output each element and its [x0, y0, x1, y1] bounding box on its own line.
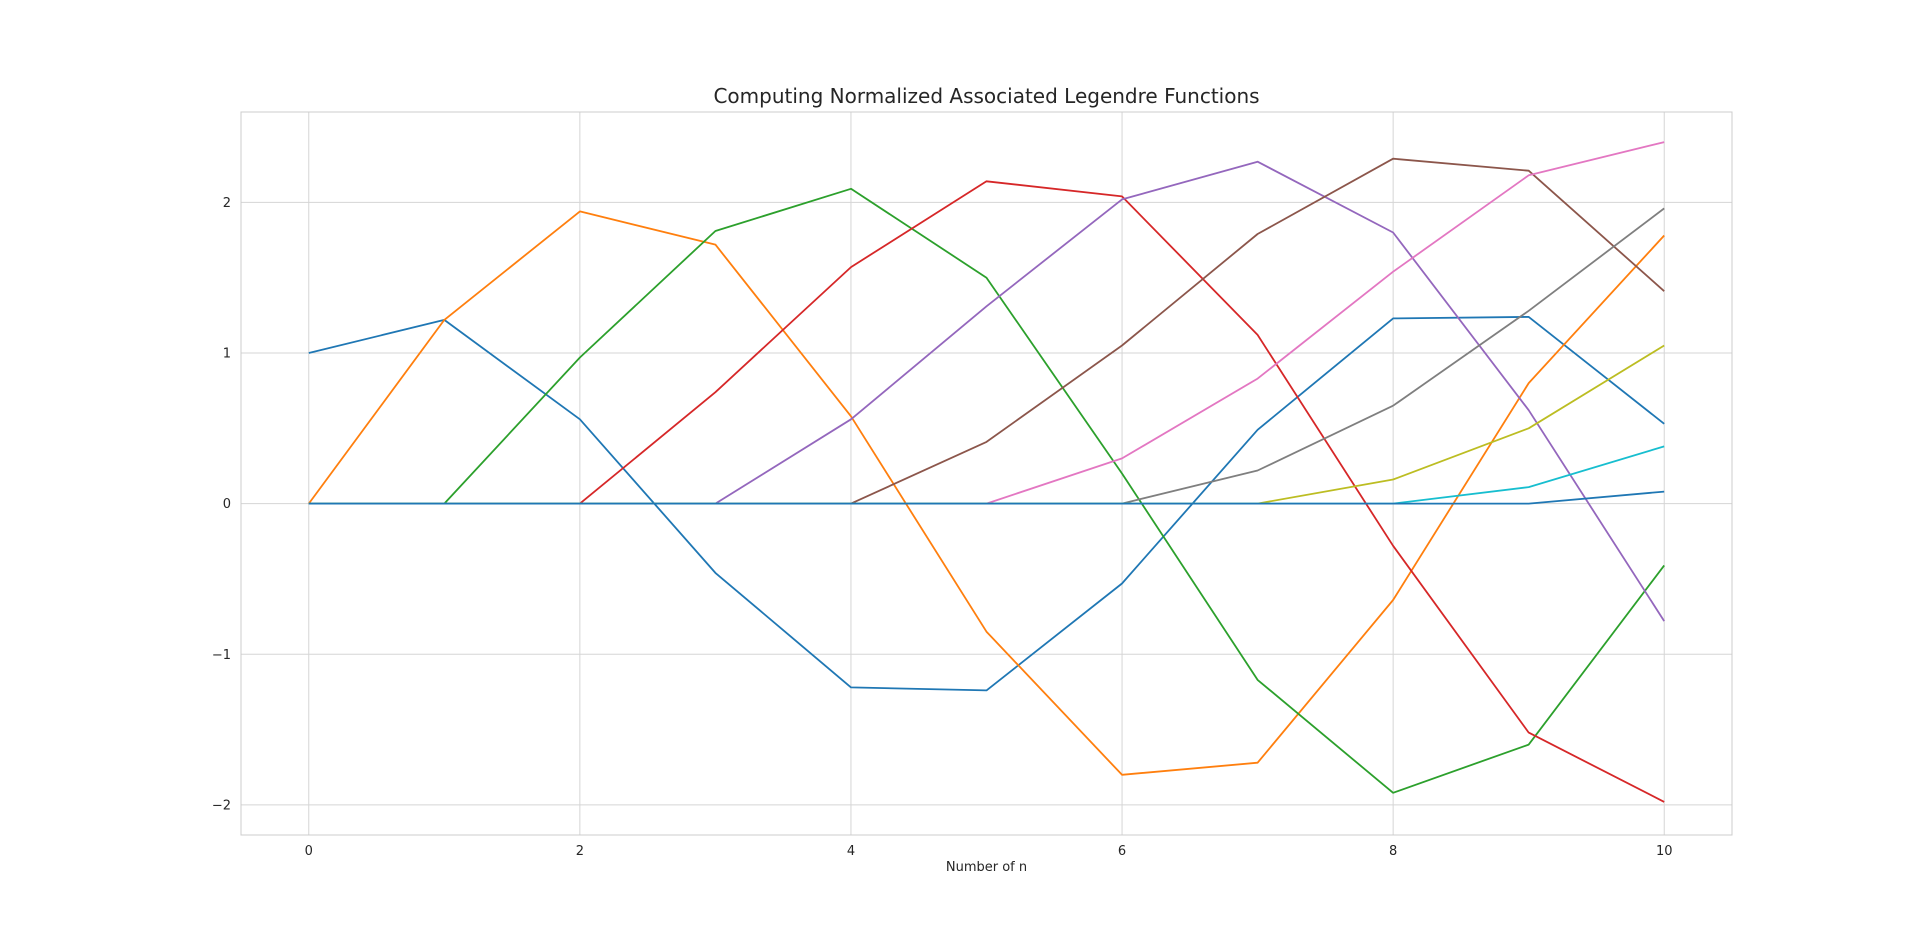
x-tick-label: 10: [1656, 844, 1673, 859]
x-tick-label: 4: [847, 844, 855, 859]
y-tick-label: −2: [212, 798, 231, 813]
x-tick-label: 0: [305, 844, 313, 859]
y-tick-label: 2: [223, 196, 231, 211]
series-line-3: [308, 187, 1665, 794]
series-lines: [308, 141, 1665, 803]
series-line-2: [308, 210, 1665, 776]
series-line-1: [308, 315, 1665, 692]
x-tick-label: 6: [1118, 844, 1126, 859]
y-tick-label: 1: [223, 347, 231, 362]
x-axis-label: Number of n: [946, 860, 1027, 875]
x-tick-label: 2: [576, 844, 584, 859]
y-tick-label: −1: [212, 648, 231, 663]
chart-title: Computing Normalized Associated Legendre…: [713, 84, 1259, 108]
series-line-11: [308, 490, 1665, 505]
x-tick-label: 8: [1389, 844, 1397, 859]
plot-area-frame: [240, 111, 1733, 836]
tick-labels: 0 2 4 6 8 10 −2 −1 0 1 2: [212, 196, 1673, 859]
y-tick-label: 0: [223, 497, 231, 512]
